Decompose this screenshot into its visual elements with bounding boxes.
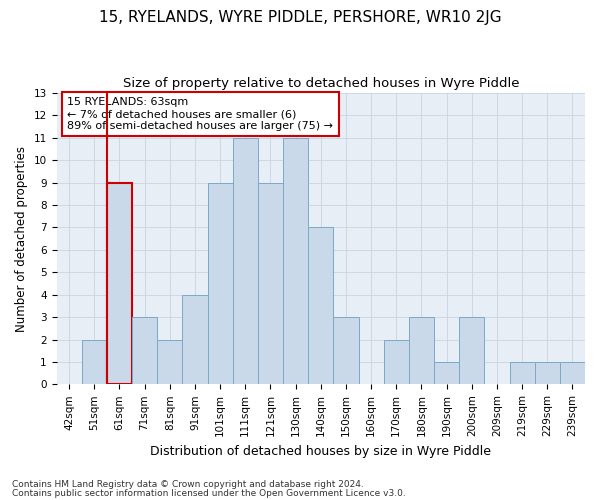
Bar [208,182,233,384]
Bar [258,182,283,384]
Bar [308,228,334,384]
Y-axis label: Number of detached properties: Number of detached properties [15,146,28,332]
Bar [182,294,208,384]
Text: 15 RYELANDS: 63sqm
← 7% of detached houses are smaller (6)
89% of semi-detached : 15 RYELANDS: 63sqm ← 7% of detached hous… [67,98,333,130]
Bar [409,317,434,384]
Title: Size of property relative to detached houses in Wyre Piddle: Size of property relative to detached ho… [122,78,519,90]
Bar [560,362,585,384]
Bar [132,317,157,384]
Bar [157,340,182,384]
Bar [459,317,484,384]
X-axis label: Distribution of detached houses by size in Wyre Piddle: Distribution of detached houses by size … [150,444,491,458]
Bar [509,362,535,384]
Bar [233,138,258,384]
Bar [383,340,409,384]
Text: 15, RYELANDS, WYRE PIDDLE, PERSHORE, WR10 2JG: 15, RYELANDS, WYRE PIDDLE, PERSHORE, WR1… [98,10,502,25]
Text: Contains HM Land Registry data © Crown copyright and database right 2024.: Contains HM Land Registry data © Crown c… [12,480,364,489]
Bar [82,340,107,384]
Bar [334,317,359,384]
Text: Contains public sector information licensed under the Open Government Licence v3: Contains public sector information licen… [12,488,406,498]
Bar [107,182,132,384]
Bar [434,362,459,384]
Bar [535,362,560,384]
Bar [283,138,308,384]
